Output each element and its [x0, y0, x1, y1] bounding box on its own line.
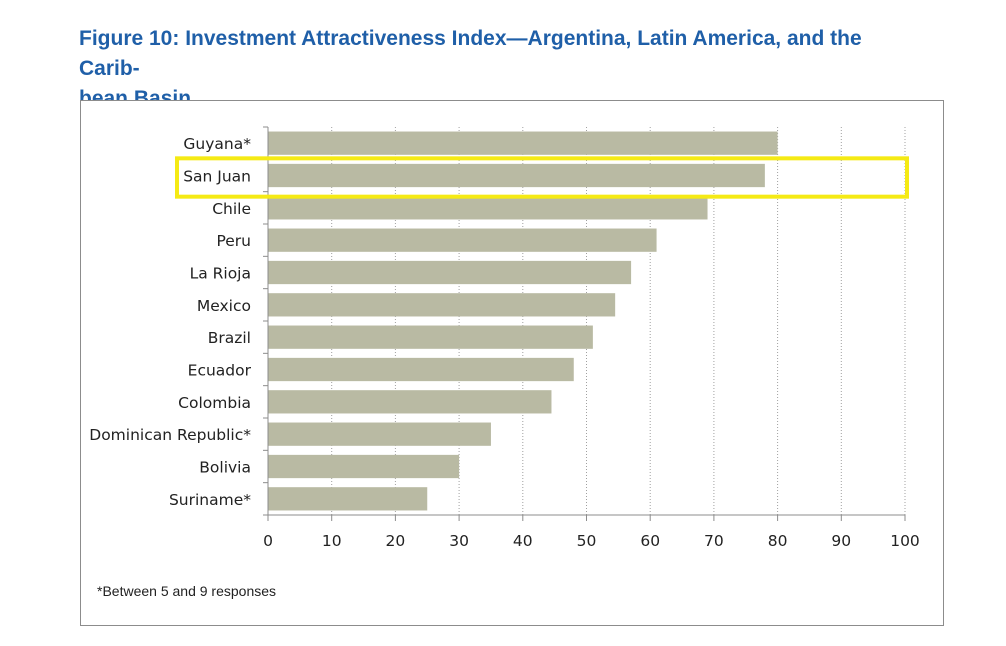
bar-7 [268, 357, 574, 382]
x-tick-label-10: 10 [322, 532, 342, 550]
bar-8 [268, 390, 552, 414]
x-tick-label-40: 40 [513, 532, 533, 550]
bar-6 [268, 325, 593, 349]
bar-10 [268, 454, 460, 479]
category-label-9: Dominican Republic* [89, 426, 251, 444]
x-tick-label-100: 100 [890, 532, 920, 550]
category-label-3: Peru [216, 232, 251, 250]
bar-1 [268, 163, 765, 188]
x-tick-label-70: 70 [704, 532, 724, 550]
figure-title-line-1: Figure 10: Investment Attractiveness Ind… [79, 27, 862, 80]
bar-5 [268, 293, 616, 317]
x-tick-label-60: 60 [640, 532, 660, 550]
category-label-1: San Juan [183, 168, 251, 186]
x-tick-label-80: 80 [768, 532, 788, 550]
highlight-box [175, 156, 909, 199]
category-label-0: Guyana* [183, 135, 251, 153]
x-tick-label-20: 20 [386, 532, 406, 550]
bar-4 [268, 260, 632, 285]
category-label-2: Chile [212, 200, 251, 218]
bar-11 [268, 487, 428, 511]
bar-9 [268, 422, 491, 446]
category-label-10: Bolivia [199, 459, 251, 477]
x-tick-label-0: 0 [263, 532, 273, 550]
category-label-7: Ecuador [188, 362, 252, 380]
bar-2 [268, 196, 708, 220]
category-label-8: Colombia [178, 394, 251, 412]
category-label-5: Mexico [197, 297, 251, 315]
x-tick-label-50: 50 [577, 532, 597, 550]
category-label-11: Suriname* [169, 491, 251, 509]
bar-3 [268, 228, 657, 252]
footnote: *Between 5 and 9 responses [97, 583, 277, 599]
x-tick-label-90: 90 [831, 532, 851, 550]
x-tick-label-30: 30 [449, 532, 469, 550]
category-label-4: La Rioja [190, 265, 251, 283]
category-label-6: Brazil [208, 329, 251, 347]
bar-0 [268, 131, 778, 155]
